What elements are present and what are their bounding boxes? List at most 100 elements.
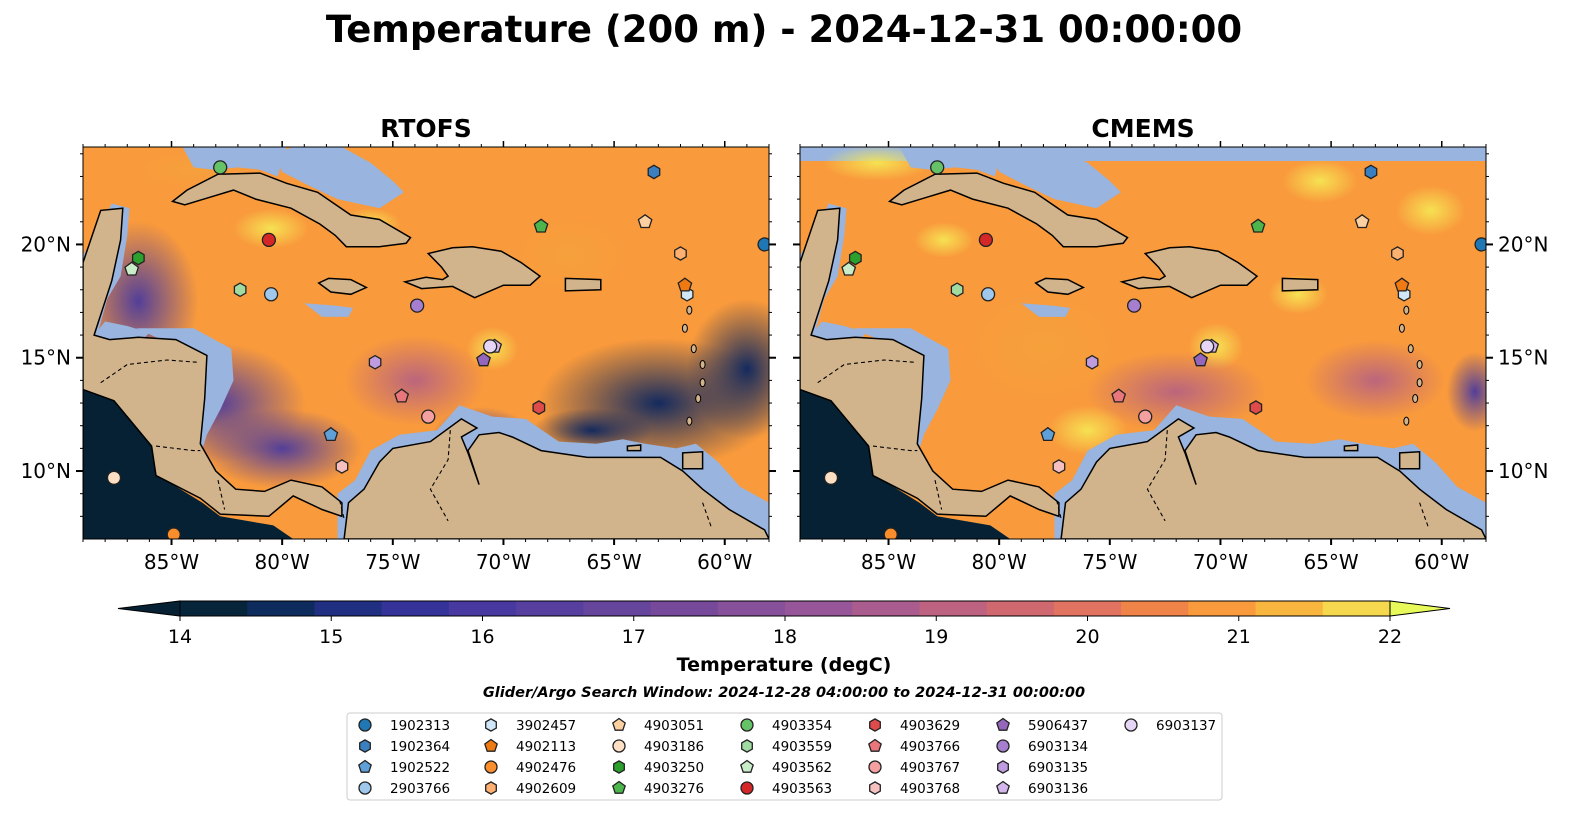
land-trinidad: [1398, 451, 1421, 470]
float-4903276-marker: [533, 218, 549, 233]
legend-marker-4902609: [485, 781, 497, 795]
pacific-ocean: [83, 384, 294, 539]
shelf-area: [853, 328, 951, 449]
colorbar-bin: [448, 601, 517, 616]
colorbar-bin: [1322, 601, 1391, 616]
float-4903766-marker: [1111, 388, 1127, 403]
island: [681, 323, 688, 333]
shelf-area: [304, 303, 353, 317]
lon-tick-label: 85°W: [861, 550, 916, 574]
legend-label: 4903562: [772, 760, 832, 776]
colorbar-bin: [516, 601, 584, 616]
panel-title: RTOFS: [380, 114, 472, 143]
legend-label: 4903354: [772, 718, 832, 734]
country-border: [339, 500, 345, 519]
float-4903354-marker: [213, 160, 228, 175]
legend-label: 4902476: [516, 760, 576, 776]
colorbar-tick-label: 17: [622, 626, 646, 648]
float-4903562-marker: [841, 261, 857, 276]
float-4903250-marker: [848, 250, 862, 266]
temperature-anomaly: [913, 221, 974, 258]
lat-tick-label: 15°N: [21, 346, 71, 370]
float-4902476-marker: [883, 527, 898, 539]
country-border: [934, 479, 943, 510]
island: [1416, 378, 1423, 388]
temperature-anomaly: [1086, 351, 1267, 432]
float-4902609-marker: [1391, 246, 1404, 261]
island: [1407, 344, 1414, 354]
colorbar-bin: [1255, 601, 1324, 616]
island: [686, 416, 693, 426]
legend-marker-3902457: [485, 718, 497, 732]
country-border: [100, 359, 199, 384]
legend-label: 4903559: [772, 739, 832, 755]
lon-tick-label: 70°W: [1193, 550, 1248, 574]
float-4903768-marker: [1052, 459, 1066, 474]
rtofs-map-panel: RTOFS 85°W 80°W 75°W 70°W 65°W 60°W 10°N 15°N 20°…: [21, 114, 776, 574]
colorbar-bin: [180, 601, 248, 616]
shelf-area: [182, 147, 287, 177]
land-southAmerica: [343, 418, 769, 539]
colorbar-bin: [785, 601, 853, 616]
colorbar-tick-label: 20: [1075, 626, 1099, 648]
float-4903563-marker: [978, 232, 994, 248]
land-hispaniola: [402, 245, 542, 299]
float-4903766-marker: [394, 388, 410, 403]
colorbar-tick-label: 16: [470, 626, 494, 648]
colorbar-label: Temperature (degC): [677, 654, 892, 676]
legend-marker-4903766: [868, 738, 882, 752]
legend-marker-1902313: [358, 718, 372, 732]
float-4902113-marker: [677, 277, 693, 292]
country-border: [817, 359, 916, 384]
cmems-map-panel: CMEMS 85°W 80°W 75°W 70°W 65°W 60°W 10°N 15°N 20°…: [793, 114, 1548, 574]
legend-label: 4903276: [644, 781, 704, 797]
lon-tick-label: 60°W: [1414, 550, 1469, 574]
colorbar-bin: [1121, 601, 1189, 616]
lon-tick-label: 75°W: [365, 550, 420, 574]
float-4902609-marker: [674, 246, 687, 261]
island: [1403, 416, 1410, 426]
colorbar-bin: [852, 601, 920, 616]
colorbar-over-arrow: [1389, 600, 1451, 617]
float-1902522-marker: [1040, 426, 1056, 442]
lat-tick-label: 10°N: [21, 459, 71, 483]
legend-marker-4902476: [484, 760, 498, 774]
temperature-anomaly: [963, 286, 1124, 407]
legend-label: 4902609: [516, 781, 576, 797]
legend-marker-4903629: [869, 718, 881, 732]
land-trinidad: [681, 451, 704, 470]
island: [1403, 305, 1410, 315]
legend-label: 3902457: [516, 718, 576, 734]
country-border: [702, 502, 713, 528]
float-1902313-marker: [757, 237, 769, 252]
legend-label: 6903136: [1028, 781, 1088, 797]
island: [1416, 360, 1423, 370]
float-4903186-marker: [823, 470, 839, 485]
float-6903134-marker: [409, 298, 425, 313]
legend-marker-4903186: [612, 739, 626, 753]
lon-tick-label: 85°W: [144, 550, 199, 574]
temperature-anomaly: [1446, 351, 1486, 432]
legend-label: 4903250: [644, 760, 704, 776]
colorbar-tick-label: 15: [319, 626, 343, 648]
float-1902364-marker: [1364, 164, 1378, 180]
float-6903135-marker: [1085, 354, 1099, 370]
lon-tick-label: 60°W: [697, 550, 752, 574]
colorbar: 14 15 16 17 18 19 20 21 22 Temperature (degC): [117, 600, 1451, 676]
float-4903354-marker: [930, 160, 945, 175]
legend-marker-4903051: [612, 717, 626, 731]
colorbar-bin: [314, 601, 383, 616]
float-4903276-marker: [1250, 218, 1266, 233]
land-cuba: [887, 172, 1129, 248]
search-window-text: Glider/Argo Search Window: 2024-12-28 04…: [483, 685, 1085, 701]
legend-label: 5906437: [1028, 718, 1088, 734]
island: [690, 344, 697, 354]
legend-marker-2903766: [358, 781, 372, 795]
colorbar-tick-label: 22: [1378, 626, 1402, 648]
float-5906437-marker: [476, 352, 491, 367]
figure-title: Temperature (200 m) - 2024-12-31 00:00:0…: [326, 8, 1242, 51]
island: [686, 305, 693, 315]
land-centralAmerica: [800, 207, 1060, 539]
land-cuba: [170, 172, 412, 248]
